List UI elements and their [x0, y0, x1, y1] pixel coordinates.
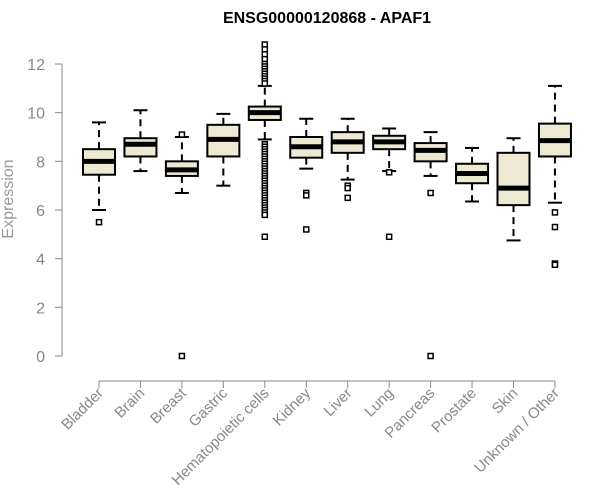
box-rect	[123, 137, 158, 158]
y-axis: 0 2 4 6 8 10 12	[27, 57, 63, 366]
outlier-point	[303, 226, 310, 233]
outlier-point	[427, 352, 434, 360]
outlier-point	[178, 352, 186, 360]
box-11	[537, 84, 572, 268]
y-tick-label: 0	[36, 349, 45, 366]
outlier-point	[551, 261, 559, 268]
y-tick-label: 2	[36, 300, 45, 317]
outlier-point	[95, 218, 103, 226]
x-tick-label: Prostate	[428, 385, 480, 437]
box-2	[164, 131, 199, 360]
box-7	[372, 127, 407, 241]
outlier-point	[178, 131, 186, 138]
outlier-point	[385, 233, 393, 241]
outlier-point	[261, 211, 269, 219]
outlier-point	[344, 194, 351, 202]
box-3	[206, 112, 241, 187]
x-tick-label: Bladder	[58, 385, 107, 434]
box-9	[455, 146, 490, 203]
x-tick-label: Liver	[321, 385, 356, 420]
chart-title: ENSG00000120868 - APAF1	[223, 10, 431, 27]
box-rect	[496, 151, 531, 207]
outlier-point	[385, 169, 393, 176]
x-tick-label: Breast	[147, 384, 190, 427]
outlier-point	[261, 80, 269, 87]
outlier-point	[551, 223, 559, 231]
boxes-group	[82, 41, 572, 360]
outlier-point	[261, 233, 269, 241]
x-tick-label: Lung	[361, 385, 397, 421]
outlier-point	[427, 189, 434, 197]
outlier-point	[551, 209, 559, 216]
box-8	[413, 131, 448, 360]
box-5	[289, 117, 324, 233]
y-tick-label: 4	[36, 252, 45, 269]
box-0	[82, 121, 116, 226]
box-1	[123, 109, 158, 173]
outlier-point	[303, 192, 310, 199]
box-6	[330, 117, 365, 202]
y-axis-label: Expression	[0, 159, 17, 238]
y-tick-label: 12	[27, 57, 45, 74]
y-tick-label: 8	[36, 154, 45, 171]
outlier-point	[344, 184, 351, 192]
y-tick-label: 10	[27, 106, 45, 123]
x-tick-label: Skin	[489, 385, 522, 418]
x-tick-label: Brain	[111, 385, 148, 422]
y-tick-label: 6	[36, 203, 45, 220]
box-10	[496, 137, 531, 242]
x-tick-label: Kidney	[270, 384, 315, 429]
box-4	[247, 41, 282, 241]
